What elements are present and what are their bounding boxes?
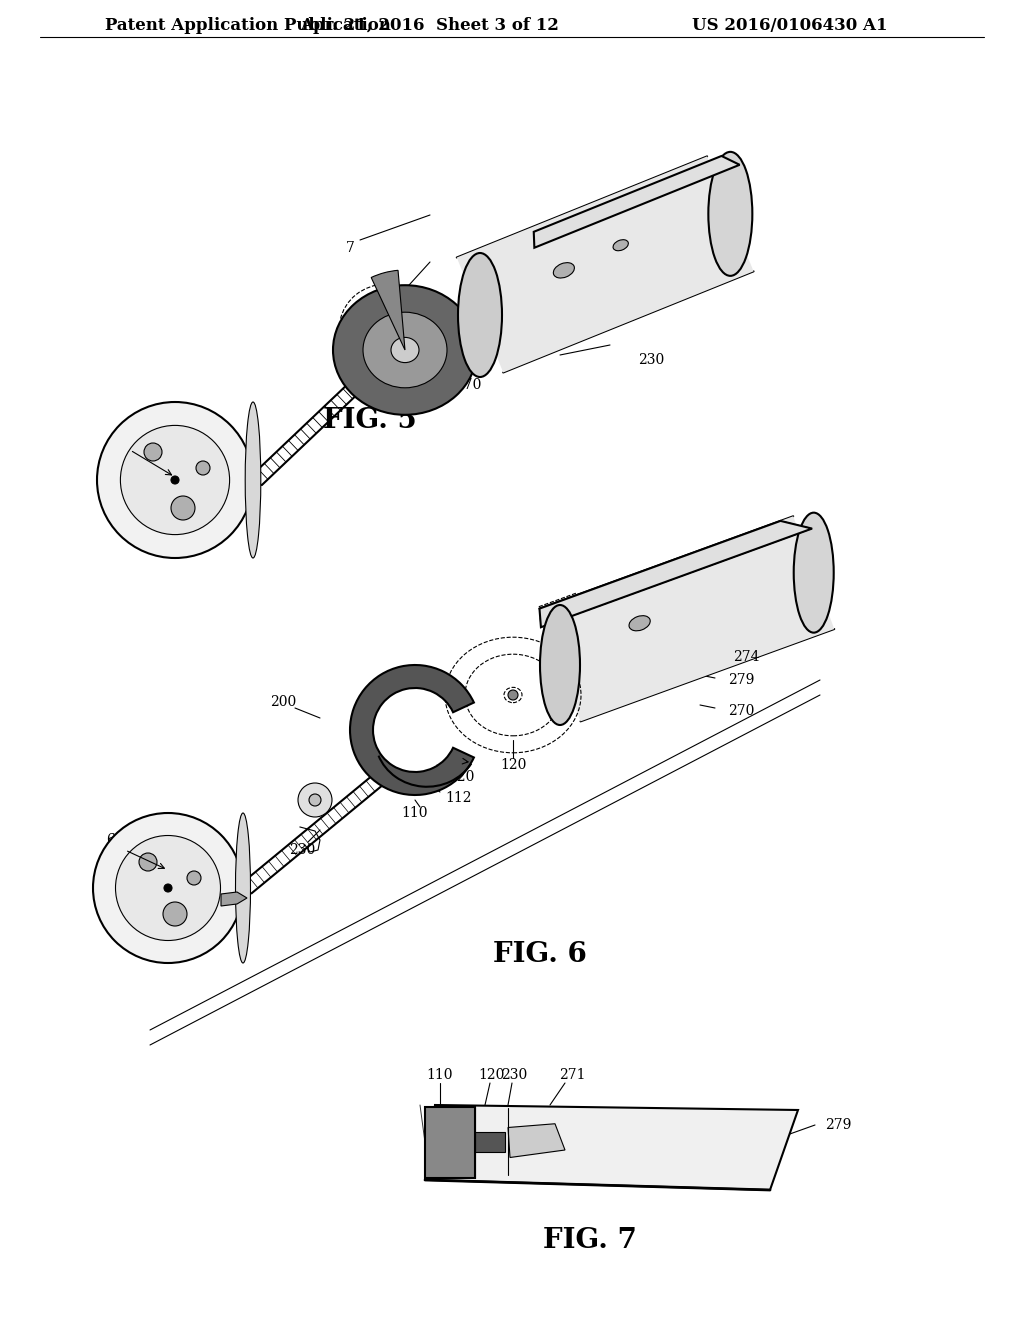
Circle shape xyxy=(164,884,172,892)
Ellipse shape xyxy=(540,605,580,725)
Text: 230: 230 xyxy=(638,352,665,367)
Ellipse shape xyxy=(458,253,502,378)
Polygon shape xyxy=(508,1123,565,1158)
Circle shape xyxy=(116,836,220,940)
Polygon shape xyxy=(221,892,247,906)
Text: 270: 270 xyxy=(728,704,755,718)
Ellipse shape xyxy=(709,152,753,276)
Ellipse shape xyxy=(391,338,419,363)
Ellipse shape xyxy=(333,285,477,414)
Text: 279: 279 xyxy=(825,1118,851,1133)
Text: 279: 279 xyxy=(728,673,755,686)
Text: 120: 120 xyxy=(500,758,526,772)
Circle shape xyxy=(171,496,195,520)
Text: FIG. 6: FIG. 6 xyxy=(494,941,587,969)
Text: 230: 230 xyxy=(501,1068,527,1082)
Text: 110: 110 xyxy=(401,807,428,820)
Text: 60: 60 xyxy=(112,432,129,445)
Circle shape xyxy=(144,444,162,461)
Ellipse shape xyxy=(613,240,629,251)
Text: 120: 120 xyxy=(369,293,395,308)
Ellipse shape xyxy=(298,783,332,817)
Text: 60: 60 xyxy=(106,833,124,847)
Polygon shape xyxy=(534,156,739,248)
Circle shape xyxy=(187,871,201,884)
Circle shape xyxy=(97,403,253,558)
Text: Apr. 21, 2016  Sheet 3 of 12: Apr. 21, 2016 Sheet 3 of 12 xyxy=(301,16,559,33)
Ellipse shape xyxy=(236,813,251,964)
Text: 120: 120 xyxy=(449,770,474,784)
Text: 120: 120 xyxy=(479,1068,505,1082)
Wedge shape xyxy=(371,271,406,350)
Circle shape xyxy=(196,461,210,475)
Text: 270: 270 xyxy=(455,378,481,392)
Polygon shape xyxy=(430,1105,798,1191)
Polygon shape xyxy=(425,1107,475,1177)
Text: 112: 112 xyxy=(445,791,471,805)
Ellipse shape xyxy=(245,403,261,558)
Polygon shape xyxy=(457,156,754,372)
Text: 7: 7 xyxy=(345,242,354,255)
Text: 230: 230 xyxy=(289,843,315,857)
Text: US 2016/0106430 A1: US 2016/0106430 A1 xyxy=(692,16,888,33)
Wedge shape xyxy=(350,665,474,795)
Polygon shape xyxy=(540,516,835,722)
Circle shape xyxy=(139,853,157,871)
Circle shape xyxy=(93,813,243,964)
Ellipse shape xyxy=(362,313,447,388)
Text: FIG. 5: FIG. 5 xyxy=(324,407,417,433)
Text: 274: 274 xyxy=(733,649,760,664)
Ellipse shape xyxy=(629,615,650,631)
Ellipse shape xyxy=(309,795,321,807)
Text: 110: 110 xyxy=(427,1068,454,1082)
Text: Patent Application Publication: Patent Application Publication xyxy=(105,16,391,33)
Circle shape xyxy=(163,902,187,927)
Text: 200: 200 xyxy=(270,696,296,709)
Circle shape xyxy=(121,425,229,535)
Text: 271: 271 xyxy=(559,1068,586,1082)
Polygon shape xyxy=(475,1133,505,1152)
Circle shape xyxy=(171,477,179,484)
Ellipse shape xyxy=(553,263,574,279)
Text: FIG. 7: FIG. 7 xyxy=(543,1226,637,1254)
Ellipse shape xyxy=(794,512,834,632)
Circle shape xyxy=(508,690,518,700)
Polygon shape xyxy=(540,521,812,627)
